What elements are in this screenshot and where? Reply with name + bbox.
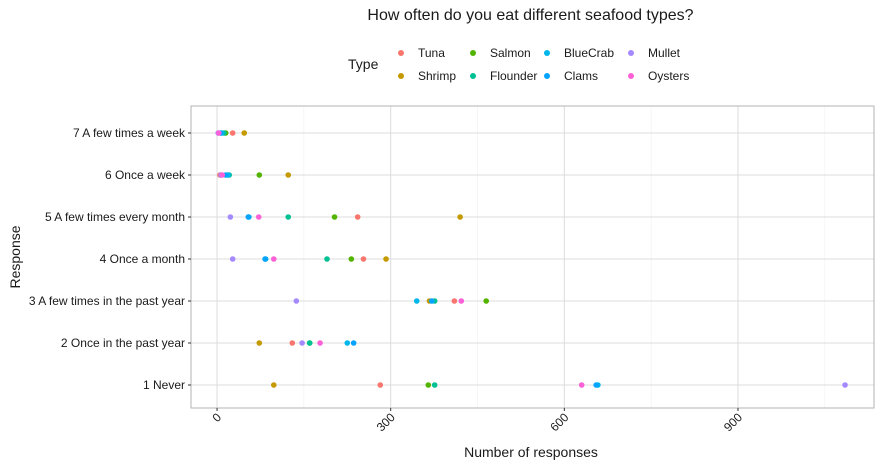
legend-label: Oysters [648,69,690,83]
legend-item-oysters: Oysters [628,69,689,83]
legend-key-tuna [398,50,404,56]
data-point-clams [350,340,357,346]
data-point-shrimp [270,382,277,388]
legend: Type Tuna Shrimp Salmon Flounder BlueCrab Cla… [348,44,768,90]
legend-label: Mullet [648,46,681,60]
y-tick-label: 3 A few times in the past year [29,294,185,308]
legend-item-salmon: Salmon [470,46,531,60]
data-point-salmon [331,214,338,220]
data-point-oysters [255,214,262,220]
plot-panel-border [190,105,875,409]
data-point-salmon [256,172,263,178]
chart-title: How often do you eat different seafood t… [367,7,694,24]
legend-key-shrimp [398,73,404,79]
data-point-mullet [299,340,305,346]
data-point-salmon [425,382,432,388]
data-point-shrimp [256,340,263,346]
legend-label: Tuna [418,46,445,60]
legend-key-mullet [628,50,634,56]
y-tick-label: 6 Once a week [105,168,186,182]
y-tick-label: 4 Once a month [100,252,185,266]
legend-label: Salmon [490,46,531,60]
legend-label: Flounder [490,69,538,83]
y-tick-label: 2 Once in the past year [61,336,185,350]
x-axis-label: Number of responses [464,444,598,460]
legend-key-salmon [470,50,476,56]
data-point-oysters [219,172,226,178]
data-point-mullet [229,256,236,262]
data-point-clams [593,382,599,388]
data-point-salmon [483,298,489,304]
legend-label: Clams [564,69,599,83]
data-point-oysters [578,382,585,388]
legend-key-bluecrab [544,50,550,56]
data-point-salmon [348,256,355,262]
data-point-clams [428,298,435,304]
legend-key-flounder [470,73,476,79]
data-point-shrimp [285,172,292,178]
data-point-oysters [458,298,465,304]
data-point-tuna [451,298,458,304]
legend-label: Shrimp [418,69,457,83]
data-point-tuna [354,214,361,220]
y-tick-label: 7 A few times a week [73,126,186,140]
legend-item-clams: Clams [544,69,598,83]
legend-item-tuna: Tuna [398,46,445,60]
data-point-tuna [289,340,296,346]
data-point-flounder [285,214,292,220]
legend-item-flounder: Flounder [470,69,537,83]
data-point-mullet [293,298,300,304]
data-point-oysters [215,130,222,136]
legend-key-clams [544,73,550,79]
x-tick-label: 0 [210,410,225,425]
data-point-clams [245,214,252,220]
data-point-flounder [431,382,438,388]
data-point-shrimp [383,256,389,262]
x-tick-label: 900 [721,410,745,434]
data-point-tuna [229,130,236,136]
data-point-mullet [842,382,848,388]
data-point-shrimp [457,214,463,220]
legend-item-bluecrab: BlueCrab [544,46,614,60]
data-point-tuna [377,382,384,388]
y-tick-label: 1 Never [143,378,185,392]
data-point-oysters [270,256,277,262]
data-point-flounder [324,256,330,262]
data-point-shrimp [241,130,248,136]
legend-key-oysters [628,73,634,79]
data-point-flounder [306,340,313,346]
y-axis-label: Response [7,225,23,288]
legend-item-mullet: Mullet [628,46,680,60]
y-tick-label: 5 A few times every month [45,210,185,224]
legend-label: BlueCrab [564,46,615,60]
data-point-clams [262,256,268,262]
data-point-bluecrab [413,298,420,304]
legend-item-shrimp: Shrimp [398,69,456,83]
data-point-bluecrab [344,340,351,346]
x-tick-label: 300 [374,410,398,434]
data-point-mullet [227,214,234,220]
data-point-oysters [317,340,323,346]
data-point-tuna [360,256,367,262]
legend-title: Type [348,56,379,72]
x-tick-label: 600 [547,410,571,434]
